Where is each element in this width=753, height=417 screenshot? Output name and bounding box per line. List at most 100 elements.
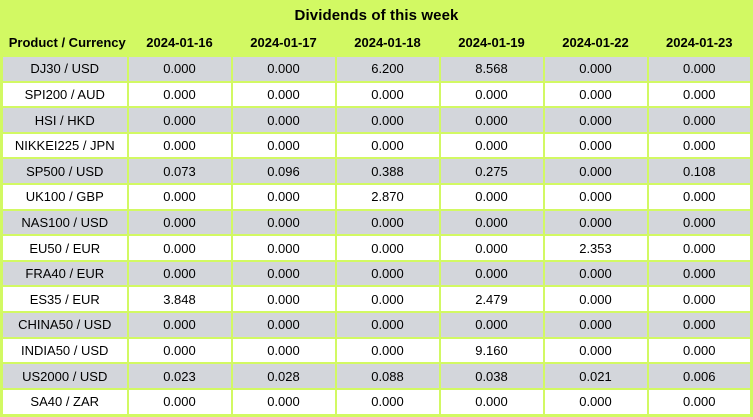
dividend-value-cell: 0.000: [230, 259, 337, 288]
dividend-value-cell: 0.000: [438, 208, 545, 237]
dividend-value-cell: 0.000: [542, 285, 649, 314]
dividend-value-cell: 0.000: [334, 336, 441, 365]
dividend-value-cell: 0.021: [542, 362, 649, 390]
table-row: NIKKEI225 / JPN 0.000 0.000 0.000 0.000 0.000…: [0, 131, 753, 160]
product-cell: SP500 / USD: [0, 157, 129, 186]
dividend-value-cell: 0.000: [334, 387, 441, 417]
dividend-value-cell: 0.000: [230, 234, 337, 262]
dividend-value-cell: 3.848: [126, 285, 233, 314]
dividend-value-cell: 0.000: [646, 259, 753, 288]
dividend-value-cell: 0.000: [542, 336, 649, 365]
dividend-value-cell: 0.073: [126, 157, 233, 186]
dividend-value-cell: 0.000: [334, 80, 441, 109]
dividend-value-cell: 0.000: [334, 311, 441, 339]
dividend-value-cell: 0.000: [542, 183, 649, 211]
date-column-header: 2024-01-17: [230, 28, 337, 57]
header-row: Product / Currency 2024-01-16 2024-01-17 2…: [0, 28, 753, 57]
dividend-value-cell: 6.200: [334, 55, 441, 83]
table-row: ES35 / EUR 3.848 0.000 0.000 2.479 0.000 0.000: [0, 285, 753, 314]
product-cell: SPI200 / AUD: [0, 80, 129, 109]
dividend-value-cell: 0.000: [334, 208, 441, 237]
dividend-value-cell: 0.088: [334, 362, 441, 390]
dividend-value-cell: 0.000: [126, 311, 233, 339]
dividend-value-cell: 0.000: [126, 387, 233, 417]
dividend-value-cell: 0.000: [646, 311, 753, 339]
dividend-value-cell: 9.160: [438, 336, 545, 365]
dividend-value-cell: 0.006: [646, 362, 753, 390]
dividend-value-cell: 0.000: [542, 131, 649, 160]
dividend-value-cell: 0.000: [230, 55, 337, 83]
dividend-value-cell: 0.000: [126, 208, 233, 237]
dividend-value-cell: 0.000: [542, 387, 649, 417]
date-column-header: 2024-01-18: [334, 28, 441, 57]
product-cell: SA40 / ZAR: [0, 387, 129, 417]
dividend-value-cell: 0.000: [438, 311, 545, 339]
dividend-value-cell: 0.388: [334, 157, 441, 186]
dividend-value-cell: 0.000: [334, 234, 441, 262]
table-row: US2000 / USD 0.023 0.028 0.088 0.038 0.021 0.0…: [0, 362, 753, 390]
dividend-value-cell: 0.000: [230, 285, 337, 314]
date-column-header: 2024-01-22: [542, 28, 649, 57]
dividend-value-cell: 0.000: [230, 80, 337, 109]
dividend-value-cell: 2.870: [334, 183, 441, 211]
table-row: DJ30 / USD 0.000 0.000 6.200 8.568 0.000 0.000: [0, 55, 753, 83]
dividend-value-cell: 0.096: [230, 157, 337, 186]
table-row: FRA40 / EUR 0.000 0.000 0.000 0.000 0.000 0.00…: [0, 259, 753, 288]
dividend-value-cell: 0.000: [230, 311, 337, 339]
product-currency-header: Product / Currency: [0, 28, 129, 57]
dividend-value-cell: 0.000: [126, 106, 233, 134]
dividend-value-cell: 0.000: [646, 387, 753, 417]
dividend-value-cell: 0.000: [542, 157, 649, 186]
dividend-value-cell: 0.000: [646, 285, 753, 314]
table-row: INDIA50 / USD 0.000 0.000 0.000 9.160 0.000 0.…: [0, 336, 753, 365]
dividend-value-cell: 0.000: [542, 311, 649, 339]
dividend-value-cell: 0.000: [646, 208, 753, 237]
dividend-value-cell: 0.000: [230, 106, 337, 134]
dividend-value-cell: 0.000: [334, 131, 441, 160]
dividend-value-cell: 0.000: [438, 131, 545, 160]
product-cell: US2000 / USD: [0, 362, 129, 390]
table-row: SP500 / USD 0.073 0.096 0.388 0.275 0.000 0.10…: [0, 157, 753, 186]
page-title: Dividends of this week: [0, 0, 753, 30]
dividend-value-cell: 8.568: [438, 55, 545, 83]
dividend-value-cell: 0.000: [230, 131, 337, 160]
dividend-value-cell: 0.000: [438, 387, 545, 417]
dividend-value-cell: 2.479: [438, 285, 545, 314]
product-cell: EU50 / EUR: [0, 234, 129, 262]
table-row: EU50 / EUR 0.000 0.000 0.000 0.000 2.353 0.000: [0, 234, 753, 262]
dividend-value-cell: 0.000: [646, 183, 753, 211]
table-row: CHINA50 / USD 0.000 0.000 0.000 0.000 0.000 0.…: [0, 311, 753, 339]
table-body: DJ30 / USD 0.000 0.000 6.200 8.568 0.000 0.000…: [0, 55, 753, 417]
table-row: SA40 / ZAR 0.000 0.000 0.000 0.000 0.000 0.000: [0, 387, 753, 417]
dividend-value-cell: 0.000: [126, 234, 233, 262]
dividend-value-cell: 0.000: [334, 259, 441, 288]
dividend-value-cell: 0.000: [230, 208, 337, 237]
dividend-value-cell: 2.353: [542, 234, 649, 262]
dividend-value-cell: 0.000: [646, 55, 753, 83]
dividend-value-cell: 0.000: [438, 106, 545, 134]
table-row: HSI / HKD 0.000 0.000 0.000 0.000 0.000 0.000: [0, 106, 753, 134]
dividend-value-cell: 0.000: [438, 259, 545, 288]
date-column-header: 2024-01-16: [126, 28, 233, 57]
title-row: Dividends of this week: [0, 0, 753, 30]
dividend-value-cell: 0.108: [646, 157, 753, 186]
dividend-value-cell: 0.275: [438, 157, 545, 186]
product-cell: NAS100 / USD: [0, 208, 129, 237]
dividend-value-cell: 0.000: [126, 131, 233, 160]
dividend-value-cell: 0.038: [438, 362, 545, 390]
product-cell: FRA40 / EUR: [0, 259, 129, 288]
dividend-value-cell: 0.000: [542, 106, 649, 134]
dividend-value-cell: 0.000: [646, 234, 753, 262]
dividend-value-cell: 0.000: [438, 80, 545, 109]
dividend-value-cell: 0.000: [542, 55, 649, 83]
dividend-value-cell: 0.000: [230, 387, 337, 417]
product-cell: DJ30 / USD: [0, 55, 129, 83]
date-column-header: 2024-01-19: [438, 28, 545, 57]
product-cell: HSI / HKD: [0, 106, 129, 134]
table-row: SPI200 / AUD 0.000 0.000 0.000 0.000 0.000 0.0…: [0, 80, 753, 109]
table-row: UK100 / GBP 0.000 0.000 2.870 0.000 0.000 0.00…: [0, 183, 753, 211]
dividend-value-cell: 0.000: [438, 234, 545, 262]
dividend-value-cell: 0.000: [126, 183, 233, 211]
